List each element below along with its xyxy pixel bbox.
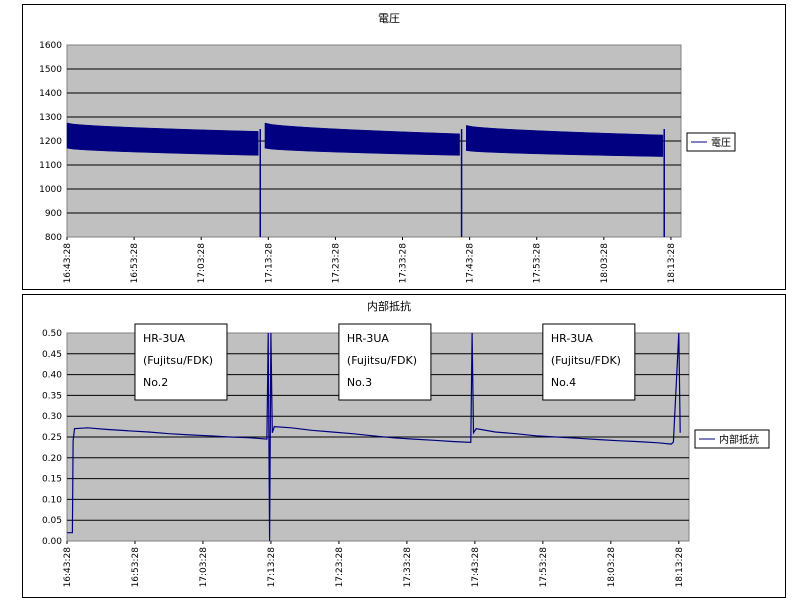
annotation-line: HR-3UA	[347, 332, 389, 345]
x-tick-label: 17:13:28	[267, 547, 277, 588]
x-tick-label: 18:03:28	[600, 243, 610, 284]
annotation-box: HR-3UA (Fujitsu/FDK) No.4	[542, 323, 636, 401]
x-tick-label: 17:53:28	[533, 243, 543, 284]
annotation-line: (Fujitsu/FDK)	[347, 354, 417, 367]
resistance-chart-panel: 内部抵抗 HR-3UA (Fujitsu/FDK) No.2 HR-3UA (Fujit…	[22, 294, 786, 598]
y-tick-label: 1400	[39, 89, 62, 99]
x-tick-label: 17:03:28	[199, 547, 209, 588]
x-tick-label: 17:43:28	[466, 243, 476, 284]
x-tick-label: 17:43:28	[471, 547, 481, 588]
voltage-series	[66, 122, 665, 237]
x-tick-label: 16:43:28	[63, 243, 73, 284]
x-tick-label: 17:33:28	[399, 243, 409, 284]
chart-title: 電圧	[378, 12, 400, 25]
voltage-chart-panel: 電圧 800 900 1000 1100 1200 1300 1400 1500 1600 16…	[22, 4, 786, 290]
x-tick-label: 18:03:28	[607, 547, 617, 588]
annotation-line: No.2	[143, 376, 168, 389]
annotation-line: No.3	[347, 376, 372, 389]
y-tick-label: 1500	[39, 65, 62, 75]
x-tick-label: 17:33:28	[403, 547, 413, 588]
y-tick-label: 0.10	[42, 495, 62, 505]
voltage-band	[466, 125, 664, 157]
y-tick-label: 800	[45, 233, 62, 243]
legend-label: 内部抵抗	[719, 433, 759, 446]
voltage-chart: 電圧 800 900 1000 1100 1200 1300 1400 1500 1600 16…	[39, 12, 736, 284]
annotation-box: HR-3UA (Fujitsu/FDK) No.3	[338, 323, 432, 401]
chart-title: 内部抵抗	[367, 299, 411, 313]
y-tick-label: 0.30	[42, 412, 62, 422]
y-tick-label: 0.40	[42, 371, 62, 381]
resistance-series	[67, 332, 681, 542]
x-tick-label: 16:43:28	[63, 547, 73, 588]
y-tick-label: 0.50	[42, 329, 62, 339]
y-tick-label: 0.35	[42, 391, 62, 401]
x-tick-label: 16:53:28	[130, 243, 140, 284]
x-tick-label: 17:23:28	[335, 547, 345, 588]
resistance-line	[67, 332, 681, 542]
y-tick-label: 0.05	[42, 516, 62, 526]
y-tick-label: 900	[45, 209, 62, 219]
resistance-chart: 内部抵抗 HR-3UA (Fujitsu/FDK) No.2 HR-3UA (Fujit…	[42, 299, 770, 588]
y-tick-label: 0.15	[42, 475, 62, 485]
legend: 内部抵抗	[694, 429, 770, 449]
annotation-line: (Fujitsu/FDK)	[551, 354, 621, 367]
x-tick-label: 18:13:28	[675, 547, 685, 588]
voltage-band	[66, 122, 259, 156]
annotation-line: HR-3UA	[143, 332, 185, 345]
y-tick-label: 0.20	[42, 454, 62, 464]
y-tick-label: 1600	[39, 41, 62, 51]
y-tick-label: 1200	[39, 137, 62, 147]
x-tick-label: 17:23:28	[331, 243, 341, 284]
annotation-line: HR-3UA	[551, 332, 593, 345]
x-tick-label: 16:53:28	[131, 547, 141, 588]
voltage-band	[264, 122, 460, 156]
annotation-box: HR-3UA (Fujitsu/FDK) No.2	[134, 323, 228, 401]
annotation-line: No.4	[551, 376, 576, 389]
legend-label: 電圧	[711, 137, 731, 149]
x-tick-label: 17:13:28	[264, 243, 274, 284]
y-tick-label: 0.00	[42, 537, 62, 547]
y-tick-label: 1100	[39, 161, 62, 171]
legend: 電圧	[686, 132, 736, 152]
x-tick-label: 17:03:28	[197, 243, 207, 284]
x-tick-label: 18:13:28	[667, 243, 677, 284]
y-tick-label: 1000	[39, 185, 62, 195]
y-tick-label: 1300	[39, 113, 62, 123]
y-tick-label: 0.45	[42, 350, 62, 360]
annotation-line: (Fujitsu/FDK)	[143, 354, 213, 367]
x-tick-label: 17:53:28	[539, 547, 549, 588]
y-tick-label: 0.25	[42, 433, 62, 443]
